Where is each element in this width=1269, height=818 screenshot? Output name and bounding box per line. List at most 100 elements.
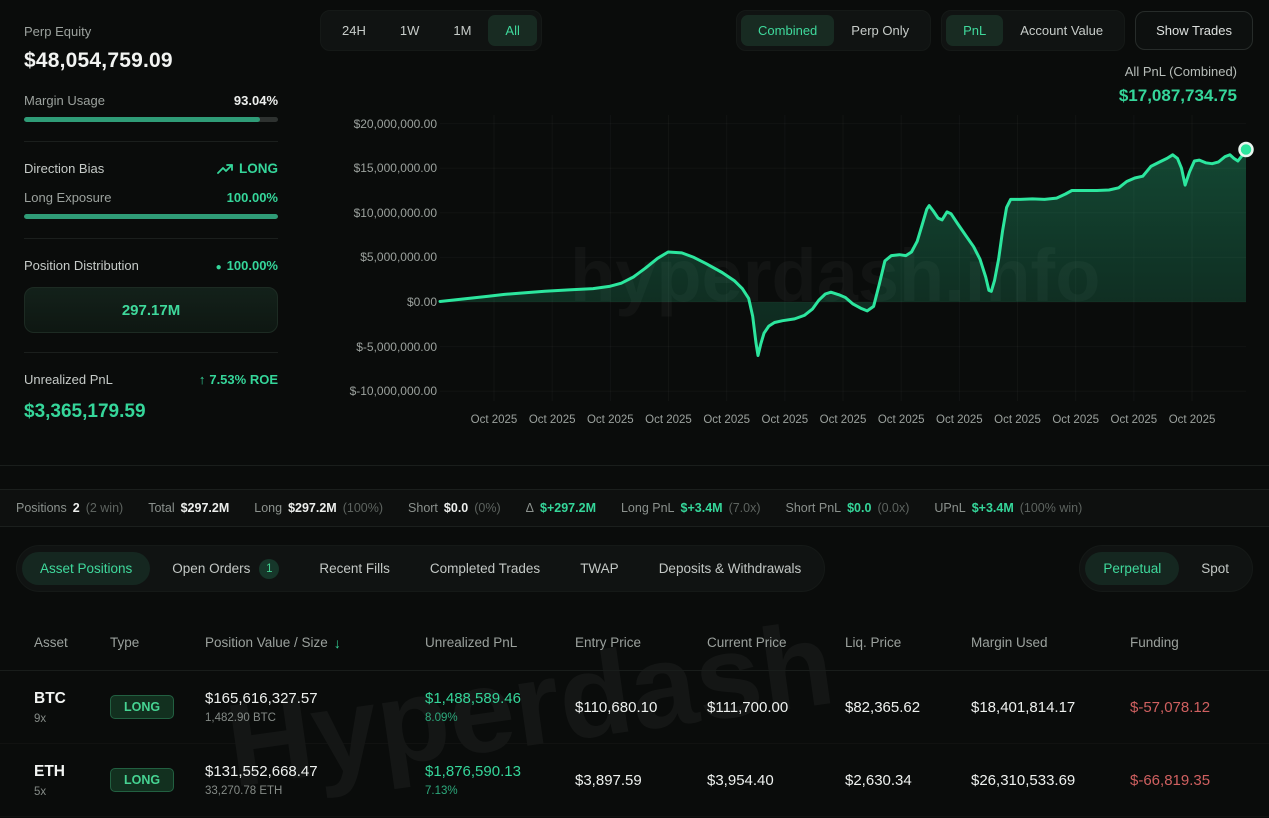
tab-label: Deposits & Withdrawals [658,561,802,576]
asset-cell: BTC 9x [34,690,110,725]
position-distribution-box[interactable]: 297.17M [24,287,278,333]
liq-price-cell: $2,630.34 [845,771,912,789]
position-value-cell: $165,616,327.57 1,482.90 BTC [205,690,425,724]
tab-completed-trades[interactable]: Completed Trades [412,552,558,585]
tab-24h[interactable]: 24H [342,23,366,38]
y-axis-label: $15,000,000.00 [353,161,437,176]
column-header-liq-price[interactable]: Liq. Price [845,635,902,650]
column-header-margin-used[interactable]: Margin Used [971,635,1048,650]
summary-short: Short $0.0 (0%) [408,501,501,515]
tab-asset-positions[interactable]: Asset Positions [22,552,151,585]
y-axis-label: $10,000,000.00 [353,205,437,220]
position-size: 1,482.90 BTC [205,712,276,724]
toggle-perp-only[interactable]: Perp Only [851,23,910,38]
roe-value: ↑ 7.53% ROE [199,372,278,387]
mode-toggle: Combined Perp Only [736,10,932,51]
show-trades-button[interactable]: Show Trades [1135,11,1253,50]
perp-equity-value: $48,054,759.09 [24,49,173,72]
tab-1w[interactable]: 1W [399,23,420,38]
x-axis-label: Oct 2025 [1110,414,1158,426]
summary-label: Δ [525,501,535,515]
summary-value: 2 [72,501,80,515]
summary-label: Long [254,501,283,515]
asset-leverage: 9x [34,712,47,725]
summary-extra: (0%) [474,501,501,515]
toggle-label: Perpetual [1103,561,1162,576]
summary-extra: (0.0x) [877,501,910,515]
summary-value: $+297.2M [540,501,596,515]
position-value-cell: $131,552,668.47 33,270.78 ETH [205,763,425,797]
pnl-area [440,149,1246,356]
unrealized-pnl-value: $3,365,179.59 [24,401,146,422]
divider [24,238,278,239]
column-header-current-price[interactable]: Current Price [707,635,787,650]
x-axis-label: Oct 2025 [528,414,576,426]
summary-extra: (100%) [342,501,384,515]
x-axis: Oct 2025 Oct 2025 Oct 2025 Oct 2025 Oct 2025… [440,414,1246,434]
summary-label: Long PnL [620,501,675,515]
summary-value: $0.0 [847,501,872,515]
column-header-funding[interactable]: Funding [1130,635,1179,650]
column-header-type[interactable]: Type [110,635,140,650]
column-header-position-value[interactable]: Position Value / Size ↓ [205,634,341,651]
divider [24,352,278,353]
column-header-asset[interactable]: Asset [34,635,68,650]
tab-label: Completed Trades [429,561,541,576]
unrealized-pnl-label: Unrealized PnL [24,372,113,387]
toggle-account-value[interactable]: Account Value [1020,23,1104,38]
x-axis-label: Oct 2025 [761,414,809,426]
tab-recent-fills[interactable]: Recent Fills [301,552,408,585]
y-axis-label: $-5,000,000.00 [356,339,437,354]
y-axis-label: $-10,000,000.00 [349,384,437,399]
tab-all[interactable]: All [488,15,537,46]
tab-deposits-withdrawals[interactable]: Deposits & Withdrawals [641,552,820,585]
table-row-btc[interactable]: BTC 9x LONG $165,616,327.57 1,482.90 BTC… [0,671,1269,744]
pnl-chart-svg [438,141,1254,357]
table-row-eth[interactable]: ETH 5x LONG $131,552,668.47 33,270.78 ET… [0,744,1269,817]
position-value: $131,552,668.47 [205,763,318,780]
entry-price-cell: $3,897.59 [575,771,642,789]
margin-usage-label: Margin Usage [24,93,105,108]
direction-bias-text: LONG [239,161,278,176]
toggle-perpetual[interactable]: Perpetual [1085,552,1180,585]
tab-label: Recent Fills [319,561,390,576]
column-header-entry-price[interactable]: Entry Price [575,635,642,650]
long-exposure-fill [24,214,278,219]
position-distribution-value: ● 100.00% [216,258,278,273]
toggle-spot[interactable]: Spot [1183,552,1247,585]
toggle-label: Spot [1201,561,1229,576]
summary-short-pnl: Short PnL $0.0 (0.0x) [786,501,910,515]
sort-desc-icon: ↓ [333,634,341,651]
x-axis-label: Oct 2025 [1168,414,1216,426]
tab-twap[interactable]: TWAP [562,552,637,585]
chart-end-marker [1238,141,1254,158]
pnl-chart[interactable]: hyperdash.info [438,115,1254,401]
detail-tabs-row: Asset Positions Open Orders 1 Recent Fil… [16,545,1253,592]
direction-bias-value: LONG [217,161,278,176]
unrealized-pnl-cell: $1,488,589.46 8.09% [425,690,575,724]
x-axis-label: Oct 2025 [1052,414,1100,426]
detail-tabs: Asset Positions Open Orders 1 Recent Fil… [16,545,826,592]
toggle-combined[interactable]: Combined [741,15,835,46]
positions-summary-bar: Positions 2 (2 win) Total $297.2M Long $… [0,489,1269,527]
tab-1m[interactable]: 1M [453,23,472,38]
summary-total: Total $297.2M [148,501,229,515]
divider [0,465,1269,466]
long-badge: LONG [110,695,175,719]
upnl-value: $1,488,589.46 [425,690,521,707]
toggle-pnl[interactable]: PnL [946,15,1004,46]
current-price-cell: $111,700.00 [707,698,789,716]
all-pnl-value: $17,087,734.75 [1118,86,1237,105]
tab-open-orders[interactable]: Open Orders 1 [154,550,297,588]
position-distribution-total: 297.17M [121,301,181,319]
tab-label: Open Orders [172,561,251,576]
type-cell: LONG [110,768,205,792]
current-price-cell: $3,954.40 [707,771,774,789]
perp-equity-label: Perp Equity [24,24,92,39]
arrow-up-icon: ↑ [198,372,206,387]
roe-text: 7.53% ROE [209,372,278,387]
funding-cell: $-57,078.12 [1130,698,1211,716]
column-header-unrealized-pnl[interactable]: Unrealized PnL [425,635,518,650]
long-exposure-bar [24,214,278,219]
position-distribution-label: Position Distribution [24,258,139,273]
